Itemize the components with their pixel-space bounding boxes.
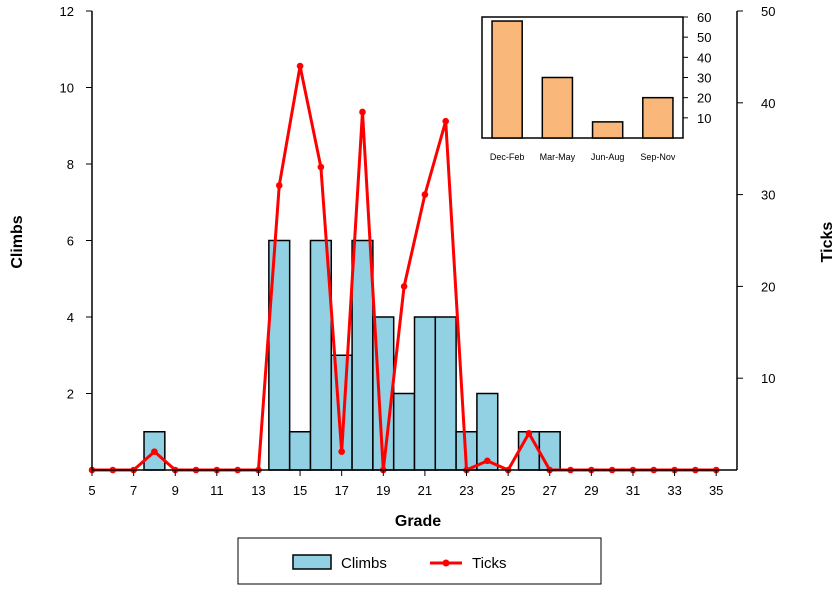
ticks-point: [275, 182, 283, 189]
x-tick-label: 29: [584, 483, 598, 498]
y2-tick-label: 10: [761, 371, 775, 386]
climbs-bar: [288, 431, 312, 471]
inset-y-tick-label: 10: [697, 111, 711, 126]
y-axis-title: Climbs: [9, 215, 26, 268]
x-tick-label: 5: [88, 483, 95, 498]
x-tick-label: 31: [626, 483, 640, 498]
ticks-point: [338, 448, 345, 455]
ticks-point: [525, 429, 533, 437]
y2-tick-label: 40: [761, 96, 775, 111]
y-tick-label: 8: [67, 157, 74, 172]
legend-ticks-dot: [442, 559, 450, 567]
main-axes: 5 7 9 11 13 15 17 19 21 23 25 27 29 31 33 35 2 4 6 8 10 12 10 2…: [60, 4, 776, 498]
seasonal-inset-chart: Dec-Feb Mar-May Jun-Aug Sep-Nov 10 20 30 40 50 60: [481, 10, 711, 162]
inset-y-tick-label: 60: [697, 10, 711, 25]
ticks-point: [442, 117, 450, 125]
x-axis-title: Grade: [395, 513, 441, 530]
x-tick-label: 35: [709, 483, 723, 498]
inset-category-label: Mar-May: [540, 152, 576, 162]
ticks-point: [484, 457, 491, 465]
ticks-point: [400, 283, 408, 290]
x-tick-label: 17: [334, 483, 348, 498]
y-tick-label: 2: [67, 387, 74, 402]
climbs-bar: [517, 431, 541, 471]
inset-y-tick-label: 40: [697, 50, 711, 65]
x-tick-label: 9: [172, 483, 179, 498]
inset-bar: [591, 121, 624, 139]
inset-y-tick-label: 50: [697, 30, 711, 45]
ticks-point: [151, 448, 158, 455]
legend-climbs-label: Climbs: [341, 555, 387, 572]
y-tick-label: 10: [60, 81, 74, 96]
climbs-bar: [392, 392, 416, 471]
inset-y-tick-label: 20: [697, 91, 711, 106]
y2-tick-label: 20: [761, 279, 775, 294]
y-tick-label: 12: [60, 4, 74, 19]
inset-bar: [491, 20, 523, 139]
climbs-bar: [434, 316, 457, 471]
x-tick-label: 13: [251, 483, 265, 498]
inset-bar: [541, 76, 574, 139]
x-tick-label: 15: [293, 483, 307, 498]
ticks-point: [359, 108, 366, 116]
climbs-bar: [413, 316, 437, 471]
x-tick-label: 7: [130, 483, 137, 498]
x-tick-label: 25: [501, 483, 515, 498]
climbs-bar: [351, 239, 374, 471]
inset-y-tick-label: 30: [697, 71, 711, 86]
x-tick-label: 23: [459, 483, 473, 498]
y2-axis-title: Ticks: [819, 222, 836, 263]
y2-tick-label: 30: [761, 188, 775, 203]
inset-bar: [642, 96, 674, 139]
x-tick-label: 33: [667, 483, 681, 498]
x-tick-label: 27: [543, 483, 557, 498]
legend: Climbs Ticks: [237, 537, 602, 585]
y2-tick-label: 50: [761, 4, 775, 19]
ticks-point: [421, 191, 429, 198]
legend-ticks-label: Ticks: [472, 555, 506, 572]
y-tick-label: 6: [67, 234, 74, 249]
y-tick-label: 4: [67, 310, 74, 325]
x-tick-label: 11: [210, 483, 224, 498]
ticks-point: [317, 163, 325, 171]
inset-category-label: Sep-Nov: [640, 152, 676, 162]
ticks-point: [296, 62, 304, 70]
inset-category-label: Jun-Aug: [591, 152, 625, 162]
climbs-bar: [538, 431, 561, 471]
inset-category-label: Dec-Feb: [490, 152, 525, 162]
x-tick-label: 19: [376, 483, 390, 498]
x-tick-label: 21: [418, 483, 432, 498]
legend-climbs-swatch: [292, 554, 332, 570]
